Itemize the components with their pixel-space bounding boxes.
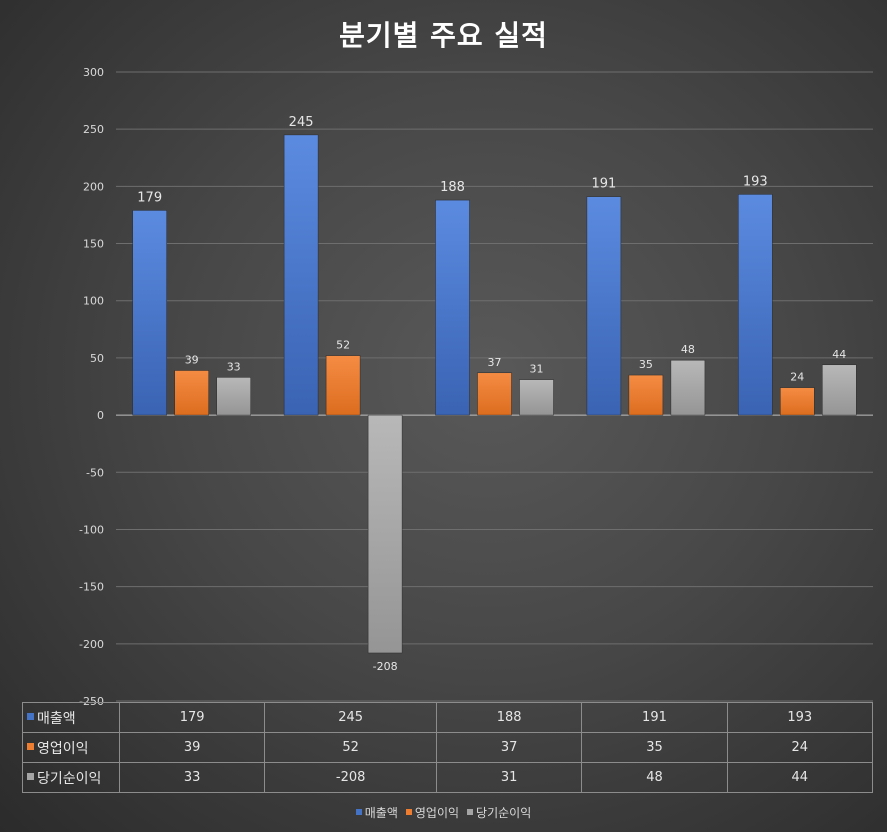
- table-cell: 191: [581, 702, 728, 733]
- table-cell: 37: [435, 732, 583, 763]
- bar-series-1-cat-2: [477, 372, 512, 416]
- data-label: 39: [185, 353, 199, 366]
- table-cell: 33: [118, 762, 266, 793]
- data-label: 35: [639, 358, 653, 371]
- data-table: 매출액 179 245 188 191 193 영업이익 39 52 37 35 24 당기순이익 33-…: [22, 702, 874, 793]
- legend-label: 당기순이익: [476, 806, 532, 820]
- data-label: 33: [227, 360, 241, 373]
- y-tick-label: -200: [79, 638, 104, 651]
- data-label: 188: [440, 180, 465, 195]
- table-cell: 48: [581, 762, 728, 793]
- table-cell: 179: [118, 702, 266, 733]
- data-label: 191: [591, 177, 616, 192]
- series-swatch: [27, 712, 34, 720]
- bar-series-1-cat-4: [780, 387, 815, 416]
- table-row-header: 매출액: [22, 702, 120, 733]
- y-tick-label: 100: [83, 295, 104, 308]
- table-cell: 31: [435, 762, 583, 793]
- series-name: 영업이익: [37, 740, 89, 757]
- bar-series-2-cat-4: [822, 364, 857, 416]
- legend-swatch: [405, 809, 412, 815]
- data-label: 48: [681, 343, 695, 356]
- y-tick-label: 300: [83, 66, 104, 79]
- bar-series-0-cat-2: [435, 199, 470, 416]
- series-name: 당기순이익: [37, 770, 102, 787]
- bar-series-2-cat-3: [670, 359, 706, 416]
- table-cell: 52: [264, 732, 437, 763]
- table-cell: -208: [264, 762, 437, 793]
- data-label: 44: [832, 348, 846, 361]
- legend-item: 매출액: [355, 804, 398, 821]
- table-cell: 245: [264, 702, 437, 733]
- table-cell: 35: [581, 732, 728, 763]
- series-swatch: [27, 742, 34, 750]
- bar-series-0-cat-3: [586, 196, 622, 416]
- bar-series-2-cat-1: [367, 414, 403, 654]
- bar-series-2-cat-2: [519, 379, 554, 416]
- bar-series-0-cat-4: [738, 194, 773, 416]
- y-tick-label: 250: [83, 123, 104, 136]
- y-tick-label: -150: [79, 581, 104, 594]
- legend-label: 영업이익: [414, 806, 460, 820]
- table-row-header: 영업이익: [22, 732, 120, 763]
- bar-series-2-cat-0: [216, 377, 251, 416]
- data-label: 31: [530, 363, 544, 376]
- gridlines: [116, 71, 873, 702]
- data-label: 193: [743, 174, 768, 189]
- table-cell: 44: [726, 762, 874, 793]
- legend-item: 영업이익: [405, 804, 460, 821]
- legend: 매출액 영업이익 당기순이익: [0, 804, 887, 821]
- table-cell: 193: [726, 702, 874, 733]
- data-label: 179: [137, 190, 162, 205]
- bar-series-1-cat-1: [325, 355, 361, 416]
- y-tick-label: 50: [90, 352, 104, 365]
- data-label: -208: [373, 660, 398, 673]
- series-swatch: [27, 772, 34, 780]
- data-label: 245: [289, 115, 314, 130]
- table-cell: 188: [435, 702, 583, 733]
- table-row: 매출액 179 245 188 191 193: [22, 702, 874, 733]
- legend-swatch: [467, 809, 474, 815]
- table-row: 당기순이익 33 -208 31 48 44: [22, 762, 874, 793]
- series-name: 매출액: [37, 710, 76, 727]
- bar-series-1-cat-0: [174, 370, 209, 416]
- bar-series-0-cat-1: [283, 134, 319, 416]
- legend-label: 매출액: [364, 806, 398, 820]
- chart-title: 분기별 주요 실적: [339, 19, 548, 52]
- y-tick-label: 0: [97, 409, 104, 422]
- y-tick-label: 150: [83, 238, 104, 251]
- y-tick-label: -50: [86, 466, 104, 479]
- table-row: 영업이익 39 52 37 35 24: [22, 732, 874, 763]
- y-tick-label: -100: [79, 523, 104, 536]
- y-tick-label: 200: [83, 180, 104, 193]
- legend-swatch: [355, 809, 362, 815]
- data-label: 52: [336, 339, 350, 352]
- bar-series-1-cat-3: [628, 374, 664, 416]
- data-labels: 179 39 33 245 52 -208 188 37 31 191 35 48 193 24 44: [137, 115, 846, 673]
- bars: [132, 134, 857, 654]
- table-cell: 24: [726, 732, 874, 763]
- table-row-header: 당기순이익: [22, 762, 120, 793]
- data-label: 24: [790, 371, 804, 384]
- bar-series-0-cat-0: [132, 210, 167, 416]
- table-cell: 39: [118, 732, 266, 763]
- legend-item: 당기순이익: [467, 804, 531, 821]
- data-label: 37: [488, 356, 502, 369]
